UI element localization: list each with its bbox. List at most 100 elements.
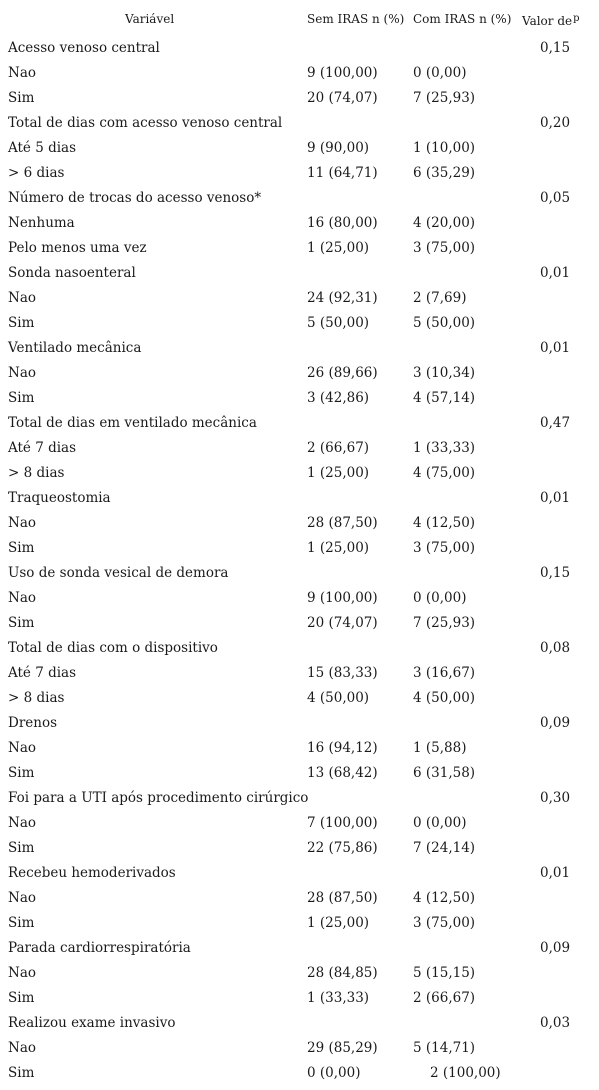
table-row: Uso de sonda vesical de demora 0,15 [0, 565, 599, 590]
table-row: Acesso venoso central 0,15 [0, 40, 599, 65]
cell-com-iras: 5 (15,15) [413, 965, 476, 981]
header-p-superscript: p [573, 13, 580, 24]
cell-sem-iras: 20 (74,07) [307, 615, 378, 631]
cell-sem-iras: 28 (87,50) [307, 515, 378, 531]
cell-p-value: 0,05 [540, 190, 571, 206]
cell-sem-iras: 9 (100,00) [307, 590, 378, 606]
table-row: Total de dias com o dispositivo 0,08 [0, 640, 599, 665]
row-label: > 6 dias [8, 165, 65, 181]
header-sem-iras: Sem IRAS n (%) [307, 12, 405, 26]
cell-sem-iras: 24 (92,31) [307, 290, 378, 306]
row-label: Nenhuma [8, 215, 75, 231]
cell-com-iras: 3 (16,67) [413, 665, 476, 681]
row-label: Sim [8, 90, 35, 106]
cell-sem-iras: 16 (94,12) [307, 740, 378, 756]
cell-sem-iras: 2 (66,67) [307, 440, 370, 456]
table-row: Até 5 dias 9 (90,00) 1 (10,00) [0, 140, 599, 165]
cell-sem-iras: 5 (50,00) [307, 315, 370, 331]
table-row: Nao 28 (87,50) 4 (12,50) [0, 515, 599, 540]
row-label: Sim [8, 390, 35, 406]
cell-com-iras: 0 (0,00) [413, 65, 467, 81]
cell-sem-iras: 7 (100,00) [307, 815, 378, 831]
header-p-label: Valor de [522, 14, 573, 28]
table-row: Nao 29 (85,29) 5 (14,71) [0, 1040, 599, 1065]
row-label: Acesso venoso central [8, 40, 160, 56]
row-label: Sim [8, 765, 35, 781]
table-row: > 8 dias 1 (25,00) 4 (75,00) [0, 465, 599, 490]
row-label: Nao [8, 740, 36, 756]
row-label: Recebeu hemoderivados [8, 865, 176, 881]
cell-com-iras: 6 (31,58) [413, 765, 476, 781]
cell-com-iras: 3 (75,00) [413, 240, 476, 256]
cell-sem-iras: 9 (90,00) [307, 140, 370, 156]
cell-sem-iras: 3 (42,86) [307, 390, 370, 406]
row-label: Nao [8, 65, 36, 81]
cell-p-value: 0,01 [540, 340, 571, 356]
table-row: Número de trocas do acesso venoso* 0,05 [0, 190, 599, 215]
cell-com-iras: 1 (10,00) [413, 140, 476, 156]
cell-com-iras: 4 (57,14) [413, 390, 476, 406]
cell-sem-iras: 0 (0,00) [307, 1065, 361, 1081]
cell-p-value: 0,15 [540, 565, 571, 581]
table-row: Ventilado mecânica 0,01 [0, 340, 599, 365]
cell-com-iras: 4 (75,00) [413, 465, 476, 481]
table-row: Sonda nasoenteral 0,01 [0, 265, 599, 290]
row-label: Sim [8, 990, 35, 1006]
row-label: Número de trocas do acesso venoso* [8, 190, 262, 206]
table-row: Sim 1 (25,00) 3 (75,00) [0, 540, 599, 565]
cell-com-iras: 5 (14,71) [413, 1040, 476, 1056]
cell-com-iras: 4 (20,00) [413, 215, 476, 231]
cell-com-iras: 1 (5,88) [413, 740, 467, 756]
row-label: Sim [8, 1065, 35, 1081]
row-label: Sim [8, 615, 35, 631]
cell-p-value: 0,09 [540, 940, 571, 956]
row-label: Total de dias com o dispositivo [8, 640, 218, 656]
row-label: Nao [8, 815, 36, 831]
cell-sem-iras: 1 (25,00) [307, 465, 370, 481]
table-row: Sim 20 (74,07) 7 (25,93) [0, 90, 599, 115]
row-label: Sonda nasoenteral [8, 265, 136, 281]
row-label: Nao [8, 590, 36, 606]
row-label: Drenos [8, 715, 58, 731]
cell-p-value: 0,01 [540, 490, 571, 506]
table-row: Sim 0 (0,00) 2 (100,00) [0, 1065, 599, 1090]
cell-sem-iras: 20 (74,07) [307, 90, 378, 106]
cell-p-value: 0,47 [540, 415, 571, 431]
table-row: Sim 1 (25,00) 3 (75,00) [0, 915, 599, 940]
table-row: Traqueostomia 0,01 [0, 490, 599, 515]
row-label: Sim [8, 840, 35, 856]
row-label: > 8 dias [8, 465, 65, 481]
table-row: Nao 28 (84,85) 5 (15,15) [0, 965, 599, 990]
table-row: Nao 9 (100,00) 0 (0,00) [0, 65, 599, 90]
cell-com-iras: 7 (25,93) [413, 615, 476, 631]
cell-sem-iras: 22 (75,86) [307, 840, 378, 856]
cell-com-iras: 4 (50,00) [413, 690, 476, 706]
table-row: Total de dias com acesso venoso central 0… [0, 115, 599, 140]
cell-sem-iras: 1 (33,33) [307, 990, 370, 1006]
header-p-value: Valor dep [522, 13, 580, 28]
table-row: Parada cardiorrespiratória 0,09 [0, 940, 599, 965]
table-row: Até 7 dias 2 (66,67) 1 (33,33) [0, 440, 599, 465]
cell-sem-iras: 1 (25,00) [307, 540, 370, 556]
row-label: > 8 dias [8, 690, 65, 706]
table-row: > 8 dias 4 (50,00) 4 (50,00) [0, 690, 599, 715]
row-label: Nao [8, 365, 36, 381]
cell-com-iras: 2 (100,00) [430, 1065, 501, 1081]
row-label: Nao [8, 965, 36, 981]
cell-sem-iras: 9 (100,00) [307, 65, 378, 81]
table-row: Nao 16 (94,12) 1 (5,88) [0, 740, 599, 765]
table-row: Nao 24 (92,31) 2 (7,69) [0, 290, 599, 315]
cell-sem-iras: 13 (68,42) [307, 765, 378, 781]
cell-com-iras: 2 (66,67) [413, 990, 476, 1006]
table-row: > 6 dias 11 (64,71) 6 (35,29) [0, 165, 599, 190]
table-row: Total de dias em ventilado mecânica 0,47 [0, 415, 599, 440]
cell-sem-iras: 15 (83,33) [307, 665, 378, 681]
cell-p-value: 0,08 [540, 640, 571, 656]
row-label: Nao [8, 515, 36, 531]
cell-com-iras: 2 (7,69) [413, 290, 467, 306]
row-label: Uso de sonda vesical de demora [8, 565, 229, 581]
table-row: Nenhuma 16 (80,00) 4 (20,00) [0, 215, 599, 240]
row-label: Traqueostomia [8, 490, 111, 506]
cell-sem-iras: 4 (50,00) [307, 690, 370, 706]
table-row: Drenos 0,09 [0, 715, 599, 740]
